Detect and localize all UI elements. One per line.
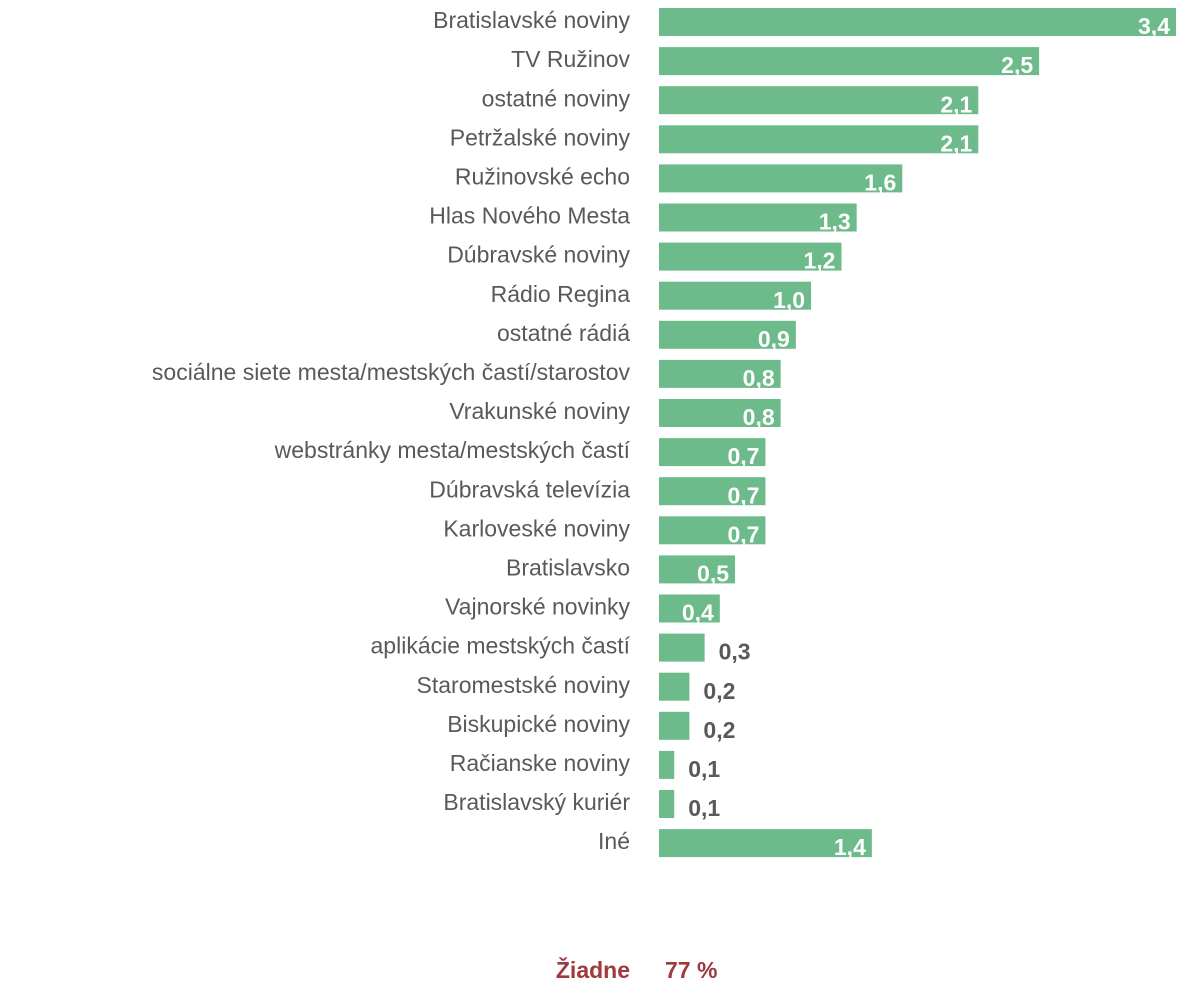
category-label: Petržalské noviny [450,124,631,150]
category-label: Dúbravské noviny [447,242,630,268]
category-label: Bratislavsko [506,554,630,580]
category-label: Rádio Regina [491,281,631,307]
footer-value: 77 % [665,957,717,983]
value-label: 0,3 [719,639,751,665]
category-label: sociálne siete mesta/mestských častí/sta… [152,359,631,385]
bar [659,516,766,545]
value-label: 3,4 [1138,13,1170,39]
value-label: 1,4 [834,834,866,860]
category-label: Hlas Nového Mesta [429,203,630,229]
bar [659,86,979,115]
bar [659,242,842,271]
bar [659,320,796,349]
bar [659,633,705,662]
category-label: webstránky mesta/mestských častí [274,437,631,463]
category-label: Ružinovské echo [455,163,630,189]
value-label: 1,3 [819,209,851,235]
category-label: Vrakunské noviny [449,398,630,424]
value-label: 0,9 [758,326,790,352]
category-label: ostatné noviny [482,85,631,111]
category-label: aplikácie mestských častí [371,633,631,659]
category-label: Bratislavské noviny [433,7,630,33]
bar [659,8,1176,36]
bar [659,555,736,584]
value-label: 0,1 [688,756,720,782]
bar [659,477,766,506]
category-label: Bratislavský kuriér [443,789,630,815]
bar [659,399,781,427]
value-label: 0,5 [697,560,729,586]
bar [659,47,1040,76]
bar [659,359,781,388]
bar [659,594,720,623]
value-label: 2,1 [940,130,972,156]
value-label: 2,1 [940,91,972,117]
value-label: 0,8 [743,404,775,430]
bar [659,672,690,701]
value-label: 0,1 [688,795,720,821]
category-label: Staromestské noviny [417,672,631,698]
bar [659,711,690,740]
value-label: 2,5 [1001,52,1033,78]
bar [659,790,675,818]
category-label: Karloveské noviny [443,515,630,541]
value-label: 0,4 [682,600,714,626]
category-label: Račianske noviny [450,750,631,776]
bar [659,125,979,154]
value-label: 1,6 [864,169,896,195]
bar [659,750,675,779]
category-label: Dúbravská televízia [429,476,630,502]
bar [659,164,903,193]
value-label: 1,0 [773,287,805,313]
category-label: Biskupické noviny [447,711,630,737]
bar [659,281,812,310]
footer-label: Žiadne [556,956,630,983]
value-label: 0,2 [703,678,735,704]
value-label: 1,2 [803,248,835,274]
bar [659,203,857,232]
category-label: Vajnorské novinky [445,594,630,620]
bar [659,829,872,858]
category-label: ostatné rádiá [497,320,630,346]
value-label: 0,8 [743,365,775,391]
value-label: 0,7 [727,443,759,469]
value-label: 0,2 [703,717,735,743]
value-label: 0,7 [727,482,759,508]
category-label: Iné [598,828,630,854]
value-label: 0,7 [727,521,759,547]
bar [659,438,766,467]
category-label: TV Ružinov [511,46,630,72]
